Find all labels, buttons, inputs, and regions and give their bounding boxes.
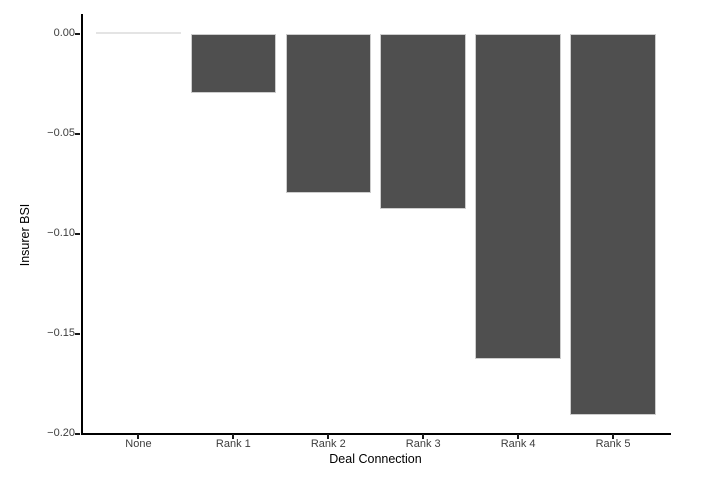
x-tick-label: Rank 5 [595, 438, 631, 450]
x-tick-label: Rank 3 [405, 438, 441, 450]
x-tick-mark [422, 434, 425, 439]
bar-rank-3 [380, 34, 466, 209]
y-tick-label: −0.05 [47, 127, 75, 139]
bar-rank-5 [570, 34, 656, 415]
y-tick-label: −0.15 [47, 327, 75, 339]
x-tick-label: Rank 1 [215, 438, 251, 450]
y-tick-mark [75, 432, 80, 435]
y-tick-mark [75, 332, 80, 335]
x-tick-mark [517, 434, 520, 439]
y-tick-mark [75, 132, 80, 135]
x-tick-mark [612, 434, 615, 439]
x-tick-mark [232, 434, 235, 439]
bar-none [95, 32, 182, 34]
x-tick-label: Rank 4 [500, 438, 536, 450]
x-axis-title: Deal Connection [329, 452, 422, 466]
y-axis-line [80, 14, 83, 435]
bar-rank-4 [475, 34, 561, 359]
y-tick-label: −0.10 [47, 227, 75, 239]
x-tick-mark [327, 434, 330, 439]
y-tick-mark [75, 232, 80, 235]
x-tick-label: None [125, 438, 152, 450]
bar-rank-2 [285, 34, 371, 193]
y-tick-label: −0.20 [47, 427, 75, 439]
bar-rank-1 [190, 34, 277, 93]
x-tick-mark [137, 434, 140, 439]
y-tick-mark [75, 32, 80, 35]
x-axis-line [80, 432, 671, 435]
x-tick-label: Rank 2 [310, 438, 346, 450]
y-tick-label: 0.00 [53, 27, 75, 39]
